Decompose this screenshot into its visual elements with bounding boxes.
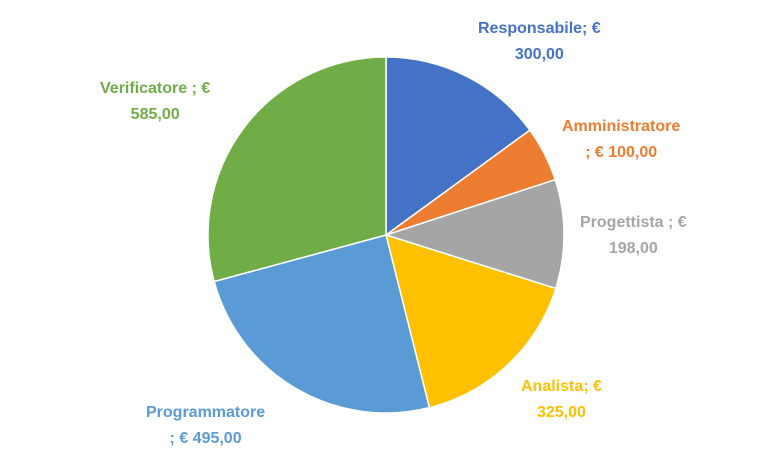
pie-slice-responsabile: [385, 56, 531, 236]
data-label-programmatore-line2: ; € 495,00: [169, 430, 242, 447]
data-label-analista-line1: Analista; €: [521, 378, 602, 395]
data-label-programmatore: Programmatore ; € 495,00: [146, 400, 265, 452]
data-label-responsabile-line2: 300,00: [514, 46, 564, 63]
data-label-verificatore-line2: 585,00: [130, 106, 180, 123]
data-label-programmatore-line1: Programmatore: [146, 404, 266, 421]
pie-slice-verificatore: [207, 56, 387, 283]
data-label-analista-line2: 325,00: [536, 404, 586, 421]
data-label-responsabile-line1: Responsabile; €: [478, 20, 601, 37]
data-label-verificatore: Verificatore ; € 585,00: [100, 76, 210, 128]
data-label-amministratore-line1: Amministratore: [562, 118, 681, 135]
data-label-progettista-line2: 198,00: [608, 240, 658, 257]
data-label-amministratore: Amministratore ; € 100,00: [562, 114, 680, 166]
data-label-progettista-line1: Progettista ; €: [580, 214, 687, 231]
pie-slices: [207, 56, 565, 414]
pie-slice-analista: [385, 234, 557, 409]
pie-slice-progettista: [385, 178, 565, 290]
data-label-amministratore-line2: ; € 100,00: [585, 144, 658, 161]
data-label-progettista: Progettista ; € 198,00: [580, 210, 687, 262]
data-label-responsabile: Responsabile; € 300,00: [478, 16, 601, 68]
pie-slice-programmatore: [213, 234, 431, 414]
data-label-analista: Analista; € 325,00: [521, 374, 602, 426]
data-label-verificatore-line1: Verificatore ; €: [100, 80, 211, 97]
